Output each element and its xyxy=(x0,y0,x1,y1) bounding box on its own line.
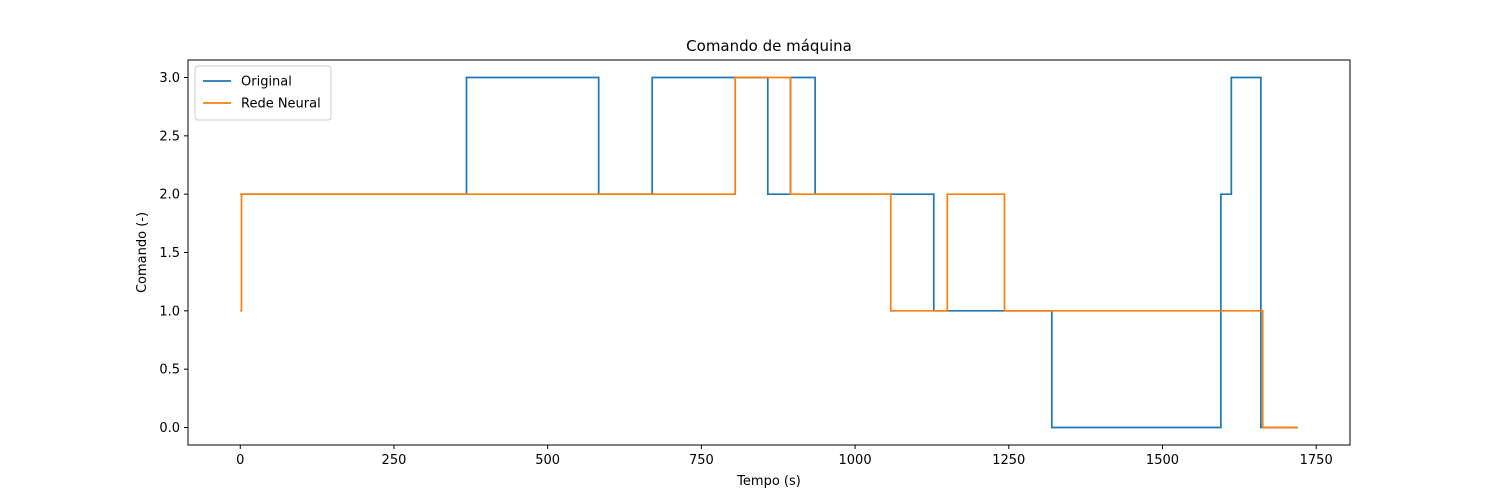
y-tick-label: 1.0 xyxy=(159,304,180,319)
x-tick-label: 1750 xyxy=(1300,453,1333,468)
x-axis: 0 250 500 750 1000 1250 1500 1750 xyxy=(236,445,1333,468)
legend-entry: Original xyxy=(241,75,292,90)
series-line-rede-neural xyxy=(240,76,1298,429)
x-tick-label: 500 xyxy=(535,453,560,468)
y-axis: 0.0 0.5 1.0 1.5 2.0 2.5 3.0 xyxy=(159,71,188,436)
x-tick-label: 750 xyxy=(689,453,714,468)
x-tick-label: 1000 xyxy=(839,453,872,468)
y-axis-label: Comando (-) xyxy=(135,212,150,293)
x-tick-label: 1250 xyxy=(992,453,1025,468)
y-tick-label: 0.0 xyxy=(159,421,180,436)
x-axis-label: Tempo (s) xyxy=(736,474,801,489)
x-tick-label: 1500 xyxy=(1146,453,1179,468)
x-tick-label: 250 xyxy=(382,453,407,468)
chart-title: Comando de máquina xyxy=(686,37,852,55)
y-tick-label: 1.5 xyxy=(159,246,180,261)
plot-lines xyxy=(240,76,1298,429)
series-line-original xyxy=(240,76,1298,429)
legend-entry: Rede Neural xyxy=(241,97,321,112)
y-tick-label: 3.0 xyxy=(159,71,180,86)
y-tick-label: 2.0 xyxy=(159,188,180,203)
axes-frame xyxy=(187,59,1351,446)
y-tick-label: 2.5 xyxy=(159,129,180,144)
y-tick-label: 0.5 xyxy=(159,363,180,378)
legend: Original Rede Neural xyxy=(194,65,332,121)
x-tick-label: 0 xyxy=(236,453,244,468)
legend-box xyxy=(194,65,332,121)
